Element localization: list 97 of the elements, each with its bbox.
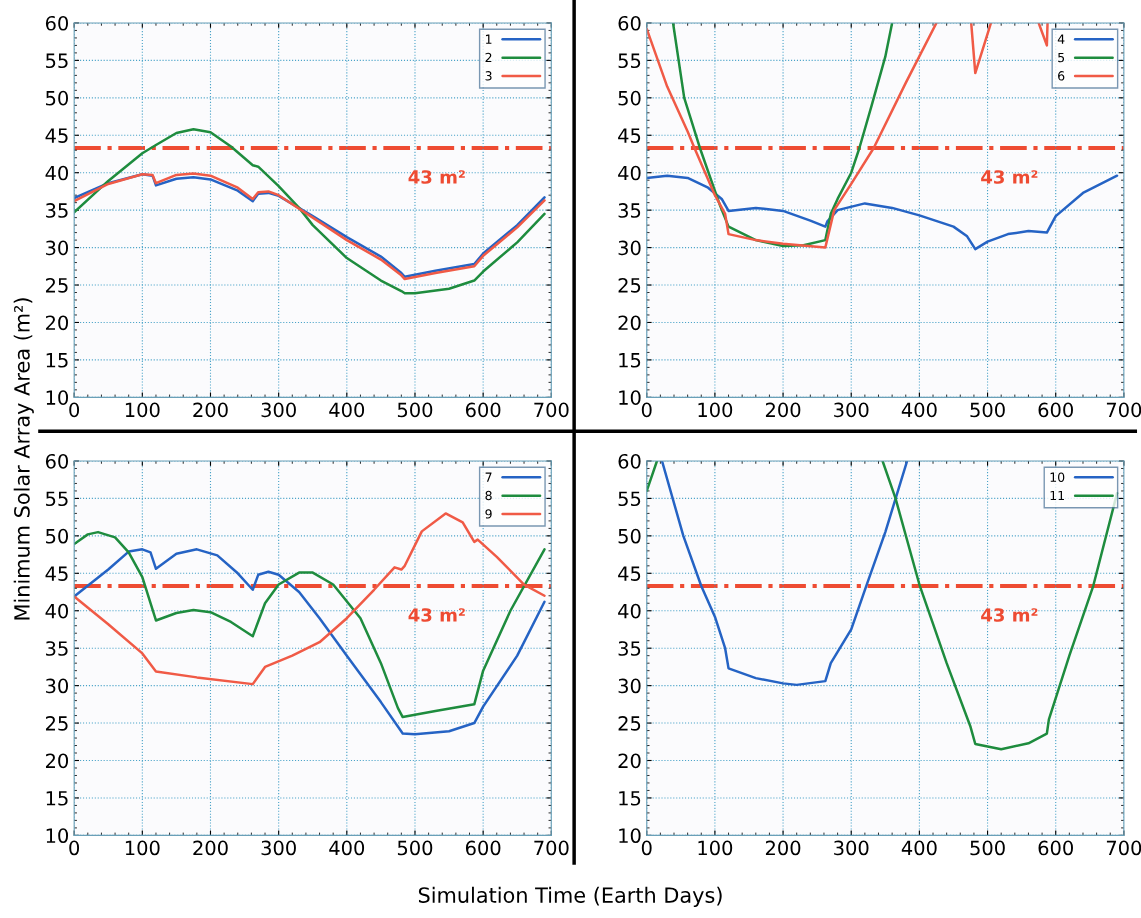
y-tick-label: 50 (46, 90, 69, 106)
x-tick-label: 200 (765, 840, 801, 856)
x-tick-label: 600 (1038, 840, 1073, 856)
y-tick-label: 60 (618, 453, 641, 469)
y-tick-label: 35 (46, 203, 68, 218)
y-tick-label: 20 (618, 753, 641, 769)
y-tick-label: 10 (46, 828, 69, 844)
legend-label: 7 (485, 472, 492, 482)
x-tick-label: 0 (641, 402, 652, 418)
y-tick-label: 15 (619, 353, 641, 368)
y-tick-label: 45 (618, 128, 641, 143)
y-tick-label: 45 (618, 566, 641, 581)
legend-label: 9 (485, 509, 492, 519)
y-tick-label: 15 (46, 353, 68, 368)
x-tick-label: 100 (698, 402, 733, 418)
y-tick-label: 10 (619, 390, 641, 406)
x-tick-label: 100 (125, 402, 160, 418)
legend-label: 4 (1057, 34, 1065, 44)
x-tick-label: 500 (970, 402, 1005, 418)
legend-label: 3 (485, 71, 492, 81)
y-tick-label: 30 (618, 240, 641, 256)
x-tick-label: 100 (125, 840, 160, 856)
y-tick-label: 20 (45, 753, 69, 769)
y-tick-label: 20 (45, 315, 69, 331)
y-tick-label: 50 (618, 90, 641, 106)
x-tick-label: 0 (69, 402, 80, 418)
x-tick-label: 700 (534, 402, 569, 418)
y-tick-label: 50 (46, 528, 69, 544)
y-tick-label: 55 (46, 53, 68, 69)
x-axis-title: Simulation Time (Earth Days) (418, 886, 722, 907)
line-series (74, 530, 546, 719)
y-tick-label: 30 (46, 678, 69, 694)
y-tick-label: 15 (46, 791, 68, 806)
y-tick-label: 20 (618, 315, 641, 331)
y-tick-label: 45 (45, 128, 68, 143)
x-tick-label: 700 (1106, 840, 1141, 856)
y-tick-label: 45 (45, 566, 68, 581)
legend-label: 8 (485, 490, 492, 501)
x-tick-label: 0 (69, 840, 80, 856)
ref-line-label: 43 m² (408, 608, 465, 622)
x-tick-label: 700 (1106, 402, 1141, 418)
y-tick-label: 60 (45, 15, 69, 31)
y-tick-label: 25 (618, 277, 641, 293)
y-tick-label: 35 (46, 641, 68, 656)
line-series (660, 460, 909, 687)
x-tick-label: 400 (901, 840, 937, 856)
y-tick-label: 60 (45, 453, 69, 469)
ref-line-label: 43 m² (981, 608, 1038, 622)
y-tick-label: 15 (619, 791, 641, 806)
y-tick-label: 40 (618, 165, 641, 181)
x-tick-label: 400 (329, 402, 365, 418)
x-tick-label: 300 (261, 840, 296, 856)
y-tick-label: 25 (45, 277, 68, 293)
x-tick-label: 0 (641, 840, 652, 856)
y-axis-title: Minimum Solar Array Area (m²) (13, 298, 34, 620)
legend-label: 2 (485, 52, 492, 63)
ref-line-label: 43 m² (981, 170, 1038, 184)
y-tick-label: 50 (618, 528, 641, 544)
x-tick-label: 600 (465, 402, 501, 418)
y-tick-label: 10 (619, 828, 641, 844)
legend-label: 6 (1058, 71, 1065, 81)
y-tick-label: 30 (46, 240, 69, 256)
x-tick-label: 200 (193, 840, 228, 856)
y-tick-label: 40 (45, 603, 69, 619)
y-tick-label: 25 (618, 716, 641, 731)
y-tick-label: 35 (618, 641, 641, 656)
x-tick-label: 200 (765, 402, 801, 418)
x-tick-label: 200 (193, 402, 228, 418)
x-tick-label: 600 (465, 840, 501, 856)
x-tick-label: 500 (397, 840, 433, 856)
x-tick-label: 300 (834, 840, 869, 856)
x-tick-label: 600 (1038, 402, 1073, 418)
legend-label: 1 (485, 34, 492, 44)
x-tick-label: 300 (261, 402, 296, 418)
y-tick-label: 10 (46, 390, 69, 406)
x-tick-label: 500 (970, 840, 1005, 856)
legend-label: 10 (1050, 472, 1065, 482)
y-tick-label: 40 (45, 165, 69, 181)
x-tick-label: 500 (397, 402, 433, 418)
x-tick-label: 700 (534, 840, 569, 856)
y-tick-label: 35 (618, 203, 641, 218)
y-tick-label: 60 (618, 15, 641, 31)
line-series (74, 128, 546, 295)
x-tick-label: 100 (698, 840, 733, 856)
legend-label: 5 (1058, 52, 1065, 63)
y-tick-label: 25 (45, 716, 68, 731)
x-tick-label: 400 (901, 402, 937, 418)
x-tick-label: 400 (329, 840, 365, 856)
y-tick-label: 55 (46, 491, 68, 507)
y-tick-label: 40 (618, 603, 641, 619)
line-series (74, 548, 546, 736)
ref-line-label: 43 m² (408, 170, 465, 184)
y-tick-label: 30 (618, 678, 641, 694)
y-tick-label: 55 (618, 53, 641, 69)
y-tick-label: 55 (618, 491, 641, 507)
legend-label: 11 (1050, 490, 1064, 501)
x-tick-label: 300 (834, 402, 869, 418)
